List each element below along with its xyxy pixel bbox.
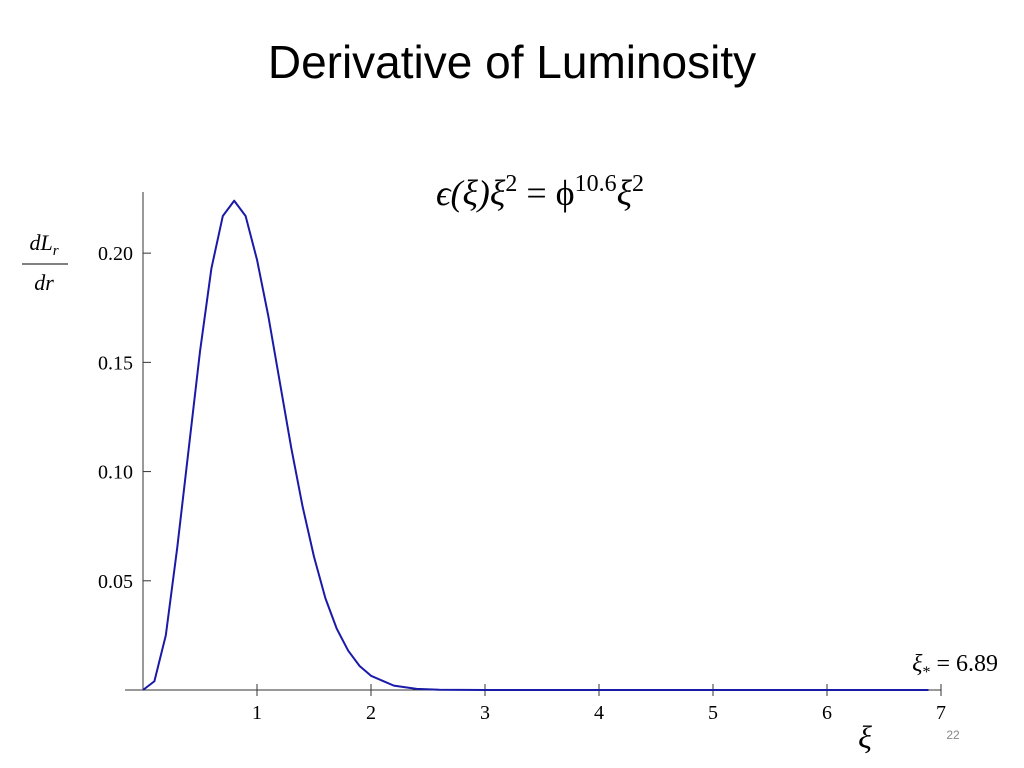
y-tick-label: 0.05 [98, 571, 133, 593]
x-tick-label: 3 [480, 702, 490, 724]
formula-sup: 10.6 [575, 171, 617, 197]
y-tick-label: 0.20 [98, 243, 133, 265]
data-line [142, 199, 929, 691]
formula-part: ϵ(ξ)ξ [436, 173, 506, 213]
page-number: 22 [946, 728, 960, 742]
y-tick-label: 0.10 [98, 462, 133, 484]
y-tick-label: 0.15 [98, 352, 133, 374]
annotation-sub: * [922, 664, 930, 681]
formula: ϵ(ξ)ξ2 = ϕ10.6ξ2 [436, 171, 644, 213]
formula-part: = ϕ [517, 173, 574, 213]
annotation-part: ξ [912, 651, 923, 677]
y-label-denominator: dr [34, 270, 54, 295]
x-tick-label: 5 [708, 702, 718, 724]
annotation: ξ* = 6.89 [912, 651, 998, 681]
x-label: ξ [858, 719, 872, 755]
slide-title: Derivative of Luminosity [268, 36, 756, 88]
y-label-part: dL [29, 230, 52, 255]
y-label-numerator: dLr [29, 230, 58, 259]
x-tick-label: 7 [936, 702, 946, 724]
x-tick-label: 2 [366, 702, 376, 724]
y-label-subscript: r [53, 243, 59, 259]
x-tick-label: 4 [594, 702, 604, 724]
formula-part: ξ [617, 173, 633, 213]
x-tick-label: 6 [822, 702, 832, 724]
formula-sup: 2 [505, 171, 517, 197]
x-tick-label: 1 [252, 702, 262, 724]
formula-sup: 2 [632, 171, 644, 197]
annotation-part: = 6.89 [930, 651, 998, 677]
